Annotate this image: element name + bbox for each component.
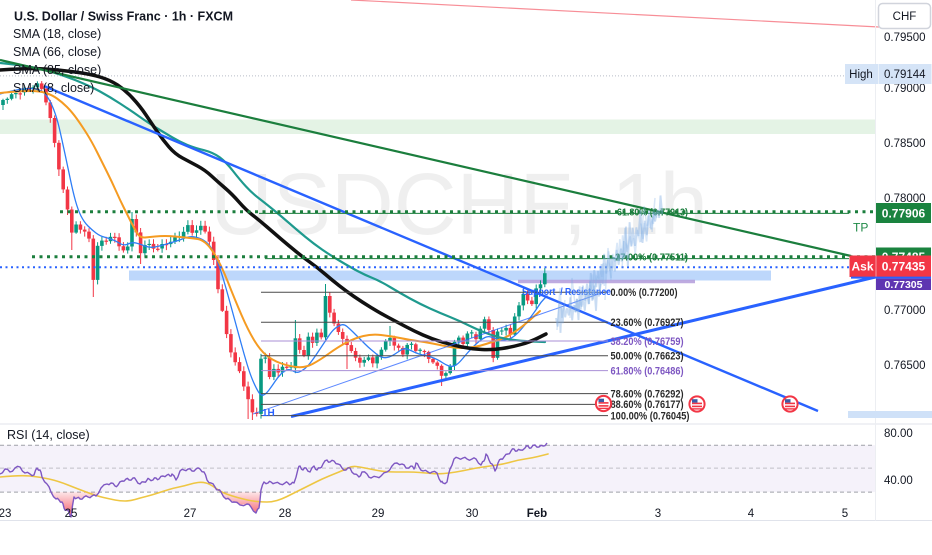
svg-text:29: 29 [372, 508, 385, 520]
svg-text:50.00% (0.76623): 50.00% (0.76623) [611, 351, 684, 363]
svg-text:100.00% (0.76045): 100.00% (0.76045) [611, 410, 690, 422]
svg-text:61.80% (0.77913): 61.80% (0.77913) [617, 207, 688, 219]
svg-text:SMA (85, close): SMA (85, close) [13, 63, 101, 77]
svg-text:SMA (18, close): SMA (18, close) [13, 27, 101, 41]
svg-text:TP: TP [853, 221, 868, 235]
svg-text:SMA (8, close): SMA (8, close) [13, 81, 94, 95]
svg-text:CHF: CHF [893, 11, 917, 23]
svg-text:80.00: 80.00 [884, 428, 913, 440]
svg-text:U.S. Dollar / Swiss Franc · 1h: U.S. Dollar / Swiss Franc · 1h · FXCM [14, 10, 233, 24]
svg-text:1H: 1H [262, 408, 275, 419]
svg-text:28: 28 [279, 508, 292, 520]
svg-text:0.78000: 0.78000 [884, 193, 926, 205]
svg-text:88.60% (0.76177): 88.60% (0.76177) [611, 399, 684, 411]
svg-text:High: High [849, 69, 873, 81]
svg-text:-27.00% (0.77511): -27.00% (0.77511) [612, 252, 688, 264]
svg-text:0.77000: 0.77000 [884, 305, 926, 317]
svg-text:Feb: Feb [527, 508, 547, 520]
svg-text:61.80% (0.76486): 61.80% (0.76486) [611, 365, 684, 377]
svg-text:0.77906: 0.77906 [882, 207, 926, 221]
svg-text:4: 4 [748, 508, 755, 520]
svg-text:SMA (66, close): SMA (66, close) [13, 45, 101, 59]
svg-text:25: 25 [65, 508, 78, 520]
svg-text:23: 23 [0, 508, 11, 520]
svg-text:78.60% (0.76292): 78.60% (0.76292) [611, 388, 684, 400]
svg-text:0.76500: 0.76500 [884, 360, 926, 372]
svg-text:Ask: Ask [851, 260, 873, 274]
svg-text:0.79000: 0.79000 [884, 83, 926, 95]
svg-text:0.78500: 0.78500 [884, 138, 926, 150]
svg-text:27: 27 [184, 508, 197, 520]
svg-text:5: 5 [842, 508, 848, 520]
svg-text:40.00: 40.00 [884, 475, 913, 487]
svg-text:0.79500: 0.79500 [884, 32, 926, 44]
svg-text:0.77435: 0.77435 [882, 260, 926, 274]
svg-text:30: 30 [466, 508, 479, 520]
svg-text:0.77305: 0.77305 [885, 279, 923, 291]
svg-text:38.20% (0.76759): 38.20% (0.76759) [611, 336, 684, 348]
svg-text:0.79144: 0.79144 [884, 69, 926, 81]
svg-text:RSI (14, close): RSI (14, close) [7, 428, 90, 442]
svg-text:0.00% (0.77200): 0.00% (0.77200) [611, 287, 678, 299]
svg-text:23.60% (0.76927): 23.60% (0.76927) [611, 317, 684, 329]
svg-text:3: 3 [655, 508, 661, 520]
svg-text:Support / Resistance: Support / Resistance [522, 286, 611, 298]
